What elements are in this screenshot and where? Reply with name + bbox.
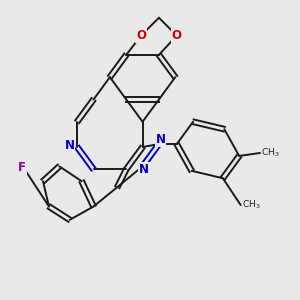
Text: N: N: [65, 139, 75, 152]
Text: N: N: [155, 133, 165, 146]
Text: O: O: [136, 29, 146, 42]
Text: CH$_3$: CH$_3$: [242, 199, 261, 211]
Text: N: N: [139, 163, 149, 176]
Text: F: F: [18, 161, 26, 174]
Text: CH$_3$: CH$_3$: [262, 147, 280, 159]
Text: O: O: [172, 29, 182, 42]
